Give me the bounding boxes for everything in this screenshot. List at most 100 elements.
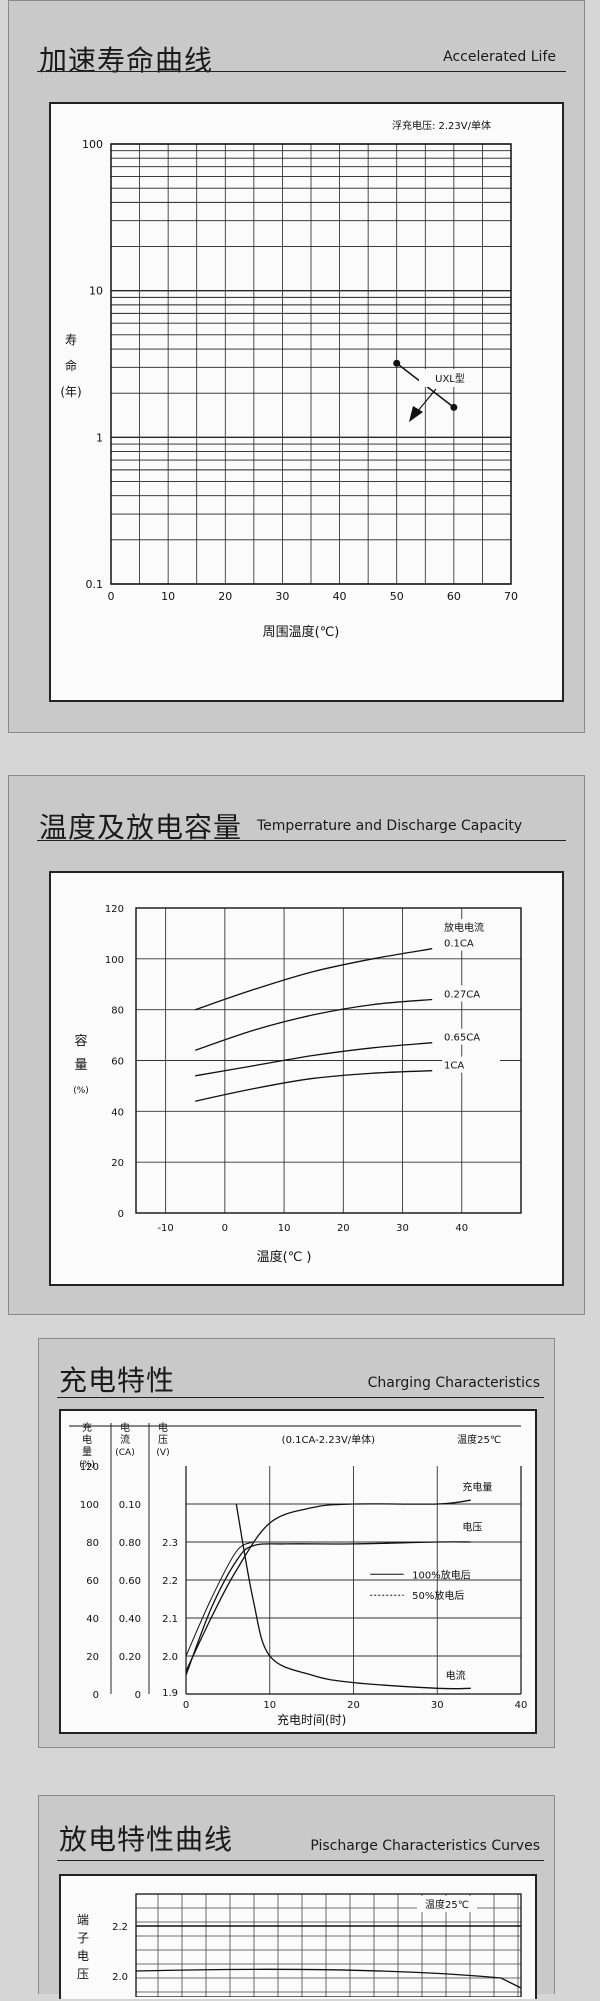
series-label: 电流 [446,1669,466,1682]
y-tick-label: 0 [93,1690,99,1701]
y-tick-label: 2.2 [112,1922,128,1933]
series-label-bg [442,934,500,951]
x-tick-label: 10 [278,1223,291,1234]
y-tick-label: 20 [111,1158,124,1169]
y-tick-label: 120 [80,1462,99,1473]
y-axis-label: (CA) [115,1448,134,1458]
y-tick-label: 0.80 [119,1538,141,1549]
y-axis-label: 电 [82,1433,92,1446]
panel-subtitle: Charging Characteristics [367,1375,540,1391]
capacity-line [194,948,433,1011]
title-underline [57,1397,544,1398]
annotation-bg [346,114,496,134]
panel-title: 放电特性曲线 [59,1823,234,1856]
x-tick-label: 20 [337,1223,350,1234]
temperature-label: 温度25℃ [457,1433,501,1446]
y-tick-label: 80 [86,1538,99,1549]
accelerated-life-chart: 0.1 1 10 100 0 10 20 30 40 50 60 70 寿命 (年) 周围温度(℃) 浮充电压… [60,114,518,640]
charge-curve [235,1503,471,1690]
y-tick-label: 0.1 [86,578,104,591]
y-tick-label: 2.0 [112,1972,128,1983]
y-tick-label: 2.1 [162,1614,178,1625]
x-tick-label: 20 [347,1700,360,1711]
x-tick-label: 60 [447,590,461,603]
y-tick-label: 2.0 [162,1652,178,1663]
x-tick-label: 40 [333,590,347,603]
legend-label: 100%放电后 [412,1568,471,1581]
discharge-characteristics-panel: 放电特性曲线 Pischarge Characteristics Curves … [38,1795,555,1999]
capacity-line [194,998,433,1051]
series-label: 电压 [462,1521,482,1534]
y-axis-label: 电 [77,1949,89,1963]
y-tick-label: 60 [86,1576,99,1587]
y-axis-label: 压 [77,1967,89,1981]
y-axis-label: (%) [73,1086,89,1096]
y-tick-label: 2.2 [162,1576,178,1587]
y-tick-label: 10 [89,285,103,298]
temperature-bg [417,1896,477,1912]
charge-curve [185,1499,471,1672]
temperature-label: 温度25℃ [425,1898,469,1911]
y-axis-label: 容 [74,1033,87,1049]
series-label: 1CA [444,1061,464,1072]
series-label: UXL型 [435,372,465,385]
y-tick-label: 60 [111,1057,124,1068]
title-underline [37,840,566,841]
y-tick-label: 40 [86,1614,99,1625]
y-axis-label: 量 [82,1446,92,1458]
y-tick-label: 1 [96,431,103,444]
temperature-capacity-panel: 温度及放电容量 Temperrature and Discharge Capac… [8,775,585,1315]
series-label: 0.1CA [444,939,474,950]
y-tick-label: 0 [135,1690,141,1701]
plot-frame: 0 20 40 60 80 100 120 -10 0 10 20 30 40 容量 (%) 温度(℃ ) 放电… [49,871,564,1286]
x-tick-label: 10 [161,590,175,603]
title-underline [37,71,566,72]
y-tick-label: 100 [82,138,103,151]
y-tick-label: 80 [111,1006,124,1017]
data-point [450,403,458,411]
y-tick-label: 100 [80,1500,99,1511]
charging-characteristics-panel: 充电特性 Charging Characteristics 充电量 (%) 电流 (C… [38,1338,555,1748]
x-tick-label: 30 [431,1700,444,1711]
series-label-bg [442,1056,500,1073]
x-tick-label: 70 [504,590,518,603]
y-axis-label: 命 [65,358,77,373]
y-axis-label: 寿 [65,333,77,347]
y-axis-label: 子 [77,1931,89,1945]
x-tick-label: 40 [455,1223,468,1234]
y-axis-label: 压 [158,1434,168,1446]
x-tick-label: 20 [218,590,232,603]
series-label-bg [442,985,500,1002]
x-tick-label: 0 [108,590,115,603]
y-axis-label: (V) [156,1448,169,1458]
y-tick-label: 120 [105,904,124,915]
title-underline [57,1860,544,1861]
y-axis-label: 电 [120,1421,130,1434]
y-axis-label: (%) [79,1460,95,1470]
y-tick-label: 1.9 [162,1688,178,1699]
y-tick-label: 0 [118,1209,124,1220]
charge-curve-50 [185,1541,254,1657]
legend-title: 放电电流 [444,921,484,934]
panel-subtitle: Accelerated Life [443,49,556,65]
series-label: 充电量 [462,1481,492,1494]
x-tick-label: 10 [263,1700,276,1711]
capacity-line [195,1070,433,1102]
legend-label: 50%放电后 [412,1589,464,1602]
y-tick-label: 0.40 [119,1614,141,1625]
y-axis-label: (年) [60,385,81,399]
y-axis-label: 电 [158,1421,168,1434]
panel-title: 温度及放电容量 [39,811,243,844]
y-tick-label: 0.20 [119,1652,141,1663]
y-tick-label: 40 [111,1107,124,1118]
series-label-bg [419,369,481,387]
plot-frame: 0.1 1 10 100 0 10 20 30 40 50 60 70 寿命 (年) 周围温度(℃) 浮充电压… [49,102,564,702]
discharge-curve [135,1968,522,1989]
y-tick-label: 20 [86,1652,99,1663]
y-axis-label: 量 [74,1058,87,1073]
x-tick-label: -10 [157,1223,173,1234]
y-tick-label: 0.60 [119,1576,141,1587]
y-axis-label: 充 [82,1421,92,1434]
charging-characteristics-chart: 充电量(%)电流(CA)电压(V)02040608010012000.200.4… [69,1421,527,1727]
series-label-bg [442,1028,500,1045]
